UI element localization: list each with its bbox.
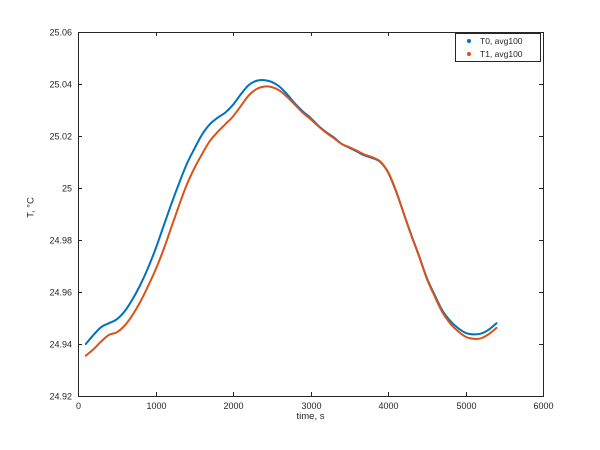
x-tick-label: 0: [76, 401, 81, 411]
x-tick-label: 4000: [378, 401, 398, 411]
y-tick-label: 24.94: [49, 340, 72, 350]
y-tick-label: 24.98: [49, 236, 72, 246]
y-tick-label: 24.96: [49, 288, 72, 298]
dot-icon: [467, 52, 471, 57]
series-line-1: [84, 85, 498, 357]
legend-entry-0: T0, avg100: [456, 34, 540, 48]
legend-label: T0, avg100: [480, 35, 523, 46]
y-tick-label: 25.04: [49, 80, 72, 90]
x-tick-label: 1000: [146, 401, 166, 411]
dot-icon: [467, 38, 471, 43]
y-tick-label: 25: [62, 184, 72, 194]
x-tick-label: 6000: [533, 401, 553, 411]
legend: T0, avg100 T1, avg100: [455, 33, 541, 62]
x-tick-label: 2000: [223, 401, 243, 411]
legend-label: T1, avg100: [480, 49, 523, 60]
y-tick-label: 25.06: [49, 28, 72, 38]
axes-box: [78, 32, 544, 397]
legend-entry-1: T1, avg100: [456, 48, 540, 62]
y-tick-label: 25.02: [49, 132, 72, 142]
y-axis-label: T, °C: [25, 197, 37, 218]
x-axis-label: time, s: [296, 411, 325, 422]
y-tick-label: 24.92: [49, 392, 72, 402]
series-line-0: [84, 79, 498, 345]
x-tick-label: 5000: [456, 401, 476, 411]
x-tick-label: 3000: [301, 401, 321, 411]
